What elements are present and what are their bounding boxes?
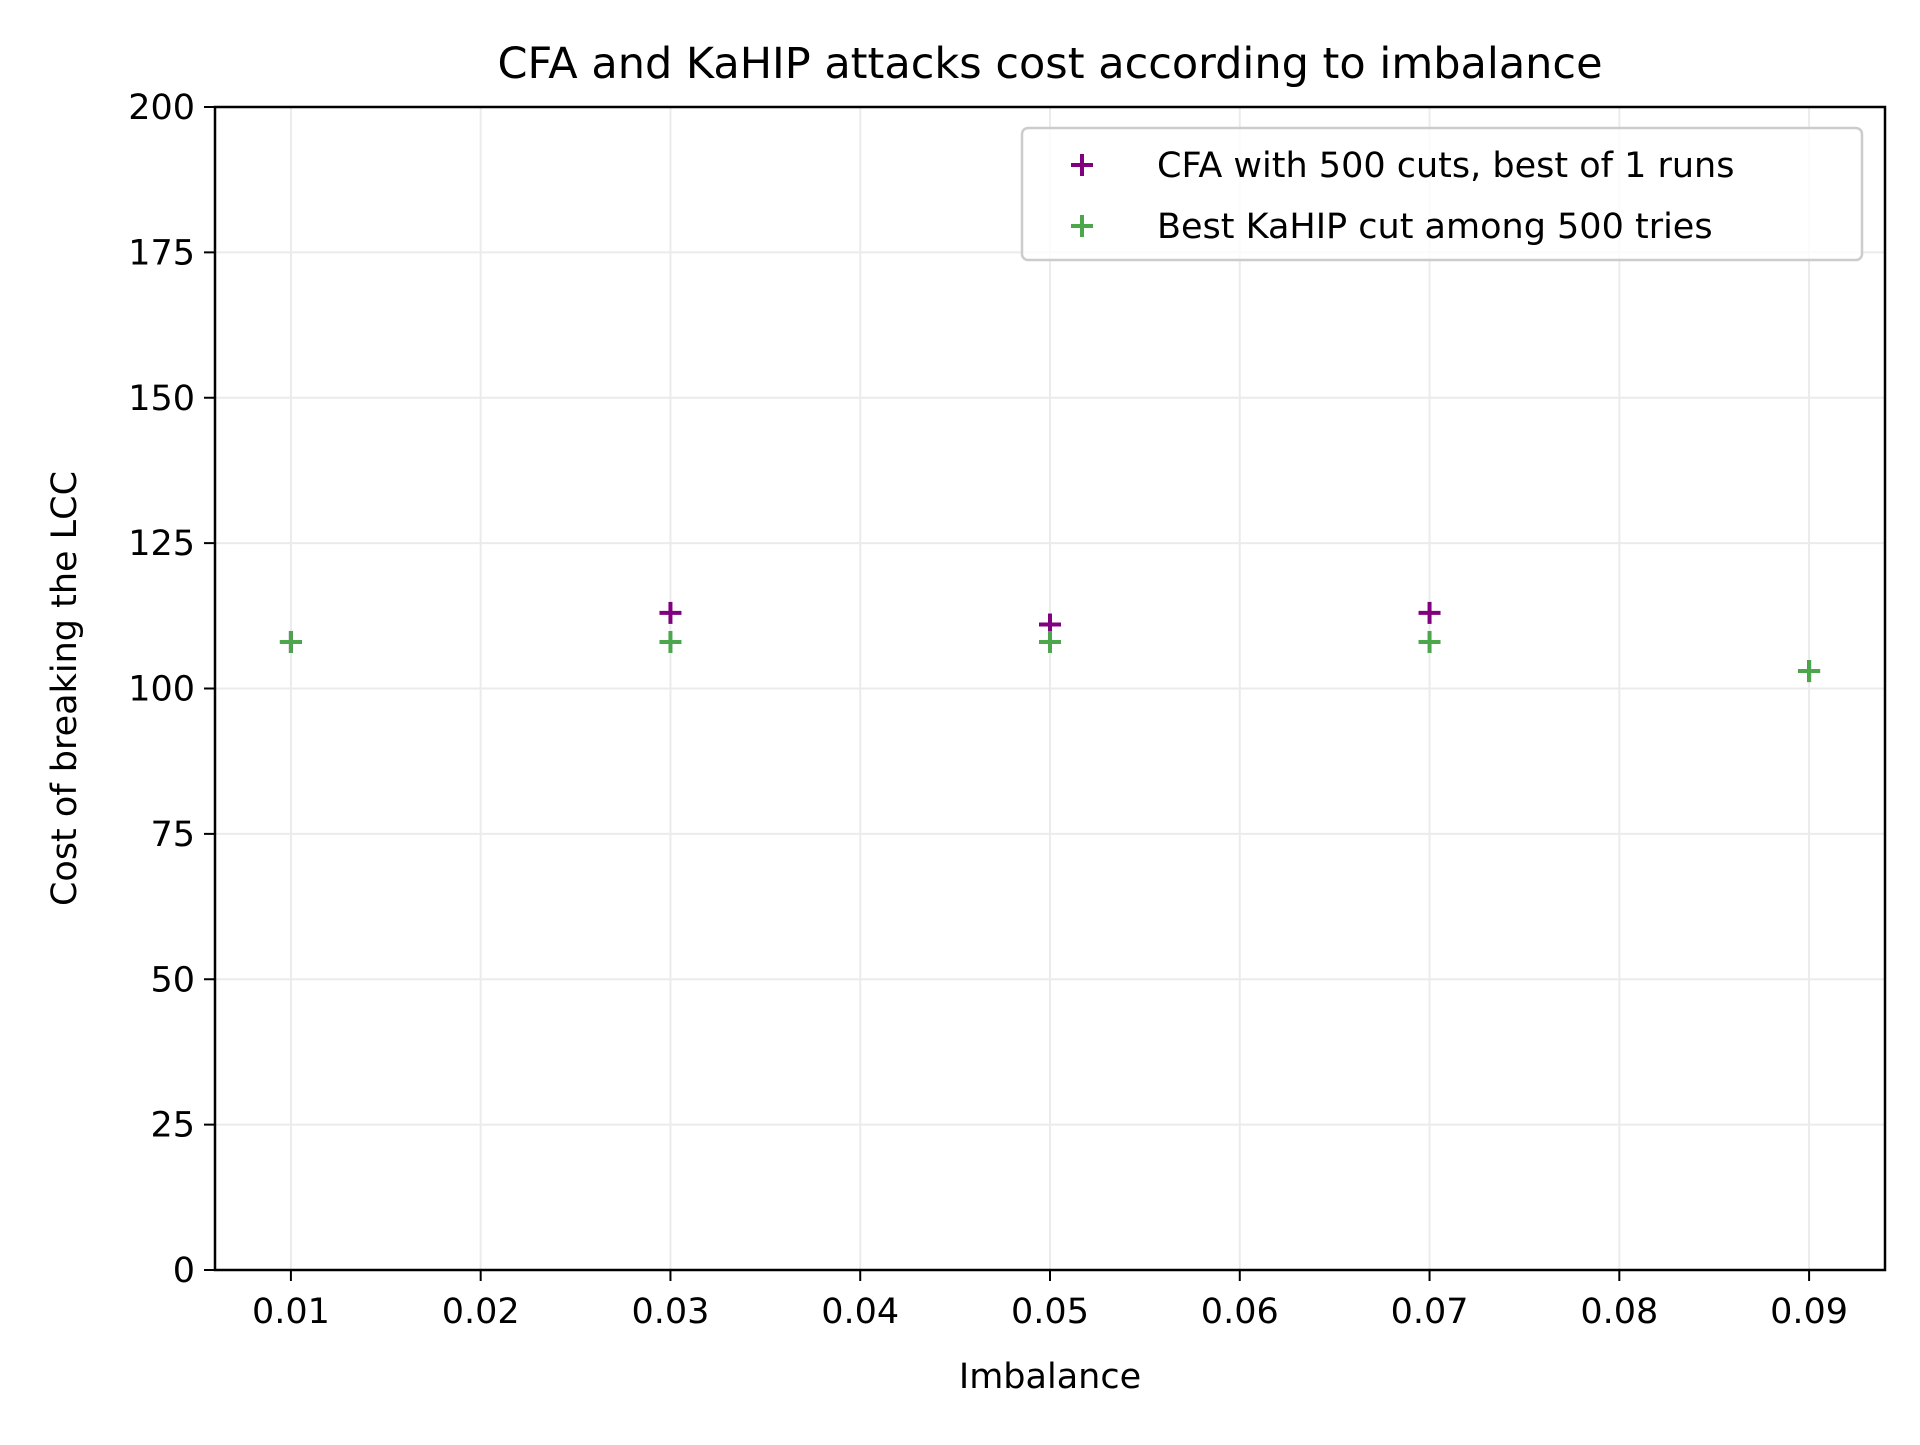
- x-tick-label: 0.02: [442, 1292, 520, 1332]
- x-tick-label: 0.08: [1580, 1292, 1658, 1332]
- y-tick-label: 100: [128, 670, 195, 710]
- data-points: [279, 601, 1821, 683]
- series-2-point: [279, 630, 302, 653]
- x-tick-label: 0.09: [1770, 1292, 1848, 1332]
- series-2-point: [1798, 660, 1821, 683]
- grid-lines: [215, 106, 1885, 1271]
- series-2-point: [1418, 630, 1441, 653]
- x-axis-label: Imbalance: [959, 1357, 1141, 1397]
- y-tick-label: 200: [128, 88, 195, 128]
- y-tick-label: 75: [150, 815, 195, 855]
- y-tick-label: 175: [128, 233, 195, 273]
- y-tick-label: 50: [150, 960, 195, 1000]
- legend-box: [1020, 126, 1864, 262]
- x-tick-label: 0.05: [1011, 1292, 1089, 1332]
- y-tick-label: 0: [173, 1251, 195, 1291]
- legend-label-1: CFA with 500 cuts, best of 1 runs: [1157, 146, 1734, 186]
- legend-marker-2: [1071, 215, 1093, 237]
- x-tick-label: 0.06: [1201, 1292, 1279, 1332]
- legend-entries: CFA with 500 cuts, best of 1 runs Best Ka…: [1071, 146, 1734, 247]
- x-tick-label: 0.01: [252, 1292, 330, 1332]
- y-axis-label: Cost of breaking the LCC: [45, 471, 85, 906]
- series-2-point: [1039, 630, 1061, 653]
- series-2-point: [659, 630, 682, 653]
- series-1-point: [1418, 601, 1441, 624]
- y-tick-label: 125: [128, 524, 195, 564]
- y-tick-label: 150: [128, 379, 195, 419]
- legend: CFA with 500 cuts, best of 1 runs Best Ka…: [1020, 126, 1864, 262]
- legend-label-2: Best KaHIP cut among 500 tries: [1157, 207, 1713, 247]
- axis-ticks: 0.01 0.02 0.03 0.04 0.05 0.06 0.07 0.08 0.09 0 25 5…: [128, 88, 1848, 1332]
- legend-marker-1: [1071, 154, 1093, 176]
- x-tick-label: 0.07: [1391, 1292, 1469, 1332]
- x-tick-label: 0.03: [631, 1292, 709, 1332]
- x-tick-label: 0.04: [821, 1292, 899, 1332]
- series-1-point: [659, 601, 682, 624]
- chart-title: CFA and KaHIP attacks cost according to …: [497, 39, 1602, 89]
- series-2: [279, 630, 1821, 683]
- y-tick-label: 25: [150, 1106, 195, 1146]
